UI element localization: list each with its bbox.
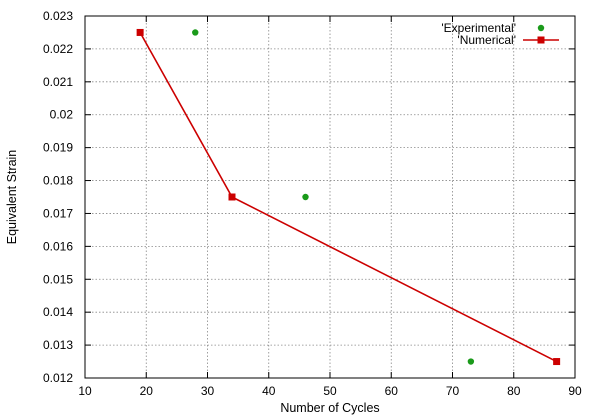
series-layer bbox=[136, 28, 561, 366]
y-tick-label: 0.021 bbox=[43, 75, 73, 89]
legend: 'Experimental''Numerical' bbox=[441, 21, 559, 47]
y-tick-label: 0.015 bbox=[43, 272, 73, 286]
x-tick-label: 60 bbox=[385, 384, 399, 398]
x-tick-label: 70 bbox=[446, 384, 460, 398]
x-axis-label: Number of Cycles bbox=[280, 401, 379, 415]
x-tick-label: 90 bbox=[568, 384, 582, 398]
y-tick-label: 0.02 bbox=[50, 108, 74, 122]
tick-labels: 10 20 30 40 50 60 70 80 90 0.012 0.013 0.014 0.015 0.… bbox=[43, 9, 582, 398]
legend-marker-numerical bbox=[537, 36, 545, 44]
y-tick-label: 0.018 bbox=[43, 174, 73, 188]
y-axis-label: Equivalent Strain bbox=[5, 150, 19, 245]
y-tick-label: 0.014 bbox=[43, 305, 73, 319]
y-tick-label: 0.012 bbox=[43, 371, 73, 385]
series-numerical bbox=[136, 28, 561, 366]
y-tick-label: 0.019 bbox=[43, 141, 73, 155]
legend-marker-experimental bbox=[537, 24, 545, 32]
x-tick-label: 20 bbox=[140, 384, 154, 398]
y-tick-label: 0.017 bbox=[43, 206, 73, 220]
ticks bbox=[84, 15, 576, 379]
experimental-point bbox=[467, 358, 475, 365]
plot-frame bbox=[84, 15, 576, 379]
legend-label-experimental: 'Experimental' bbox=[441, 21, 516, 35]
legend-label-numerical: 'Numerical' bbox=[457, 33, 516, 47]
numerical-point bbox=[228, 193, 236, 201]
grid bbox=[85, 16, 575, 378]
experimental-point bbox=[192, 29, 199, 36]
y-tick-label: 0.023 bbox=[43, 9, 73, 23]
x-tick-label: 30 bbox=[201, 384, 215, 398]
series-experimental bbox=[192, 29, 475, 365]
x-tick-label: 40 bbox=[262, 384, 276, 398]
x-tick-label: 80 bbox=[507, 384, 521, 398]
x-tick-label: 50 bbox=[323, 384, 337, 398]
numerical-point bbox=[136, 28, 144, 36]
experimental-point bbox=[302, 193, 309, 201]
x-tick-label: 10 bbox=[78, 384, 92, 398]
numerical-point bbox=[553, 358, 561, 366]
y-tick-label: 0.016 bbox=[43, 239, 73, 253]
y-tick-label: 0.013 bbox=[43, 338, 73, 352]
y-tick-label: 0.022 bbox=[43, 42, 73, 56]
